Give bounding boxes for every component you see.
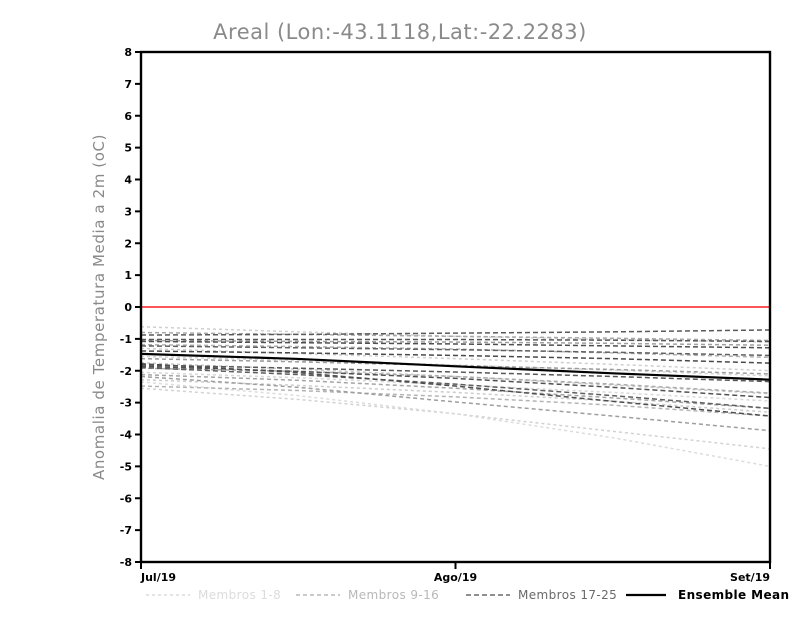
y-axis-label: Anomalia de Temperatura Media a 2m (oC) (90, 134, 108, 480)
y-tick-label-4: 4 (124, 174, 132, 187)
y-tick-label-3: 5 (124, 142, 132, 155)
series-lines (140, 326, 771, 468)
y-tick-label-13: -5 (120, 460, 132, 473)
member-line (140, 385, 771, 417)
legend-label-1: Membros 9-16 (348, 588, 439, 602)
chart-title: Areal (Lon:-43.1118,Lat:-22.2283) (213, 20, 587, 44)
member-line (140, 366, 771, 410)
x-axis-ticks: Jul/19 Ago/19 Set/19 (140, 562, 771, 584)
y-tick-label-11: -3 (120, 397, 132, 410)
member-line (140, 362, 771, 417)
y-tick-label-15: -7 (120, 524, 132, 537)
member-line (140, 387, 771, 450)
chart-legend: Membros 1-8 Membros 9-16 Membros 17-25 Ense… (146, 588, 789, 602)
member-line (140, 347, 771, 372)
ensemble-mean-line (140, 352, 771, 381)
x-tick-label-2: Set/19 (730, 571, 770, 584)
y-tick-label-0: 8 (124, 46, 132, 59)
y-tick-label-12: -4 (120, 429, 133, 442)
member-line (140, 373, 771, 410)
member-line (140, 355, 771, 377)
x-tick-label-1: Ago/19 (434, 571, 477, 584)
member-line (140, 345, 771, 357)
member-line (140, 340, 771, 349)
member-line (140, 381, 771, 468)
member-line (141, 338, 771, 343)
y-tick-label-5: 3 (124, 205, 132, 218)
plot-frame (139, 50, 772, 564)
member-line (140, 375, 771, 432)
plot-frame-rect (139, 50, 772, 564)
y-axis-ticks: 8 7 6 5 4 3 2 1 0 -1 -2 -3 -4 -5 -6 -7 -8 (120, 46, 141, 569)
x-tick-label-0: Jul/19 (140, 571, 176, 584)
y-tick-label-1: 7 (124, 78, 132, 91)
member-line (140, 329, 771, 336)
y-tick-label-7: 1 (124, 269, 132, 282)
legend-label-2: Membros 17-25 (518, 588, 617, 602)
y-tick-label-14: -6 (120, 492, 133, 505)
y-tick-label-9: -1 (120, 333, 132, 346)
member-line (140, 364, 771, 383)
y-tick-label-6: 2 (124, 237, 132, 250)
y-tick-label-2: 6 (124, 110, 132, 123)
legend-label-3: Ensemble Mean (678, 588, 789, 602)
legend-label-0: Membros 1-8 (198, 588, 281, 602)
y-tick-label-16: -8 (120, 556, 132, 569)
y-tick-label-10: -2 (120, 365, 132, 378)
member-line (140, 350, 771, 364)
y-tick-label-8: 0 (124, 301, 132, 314)
